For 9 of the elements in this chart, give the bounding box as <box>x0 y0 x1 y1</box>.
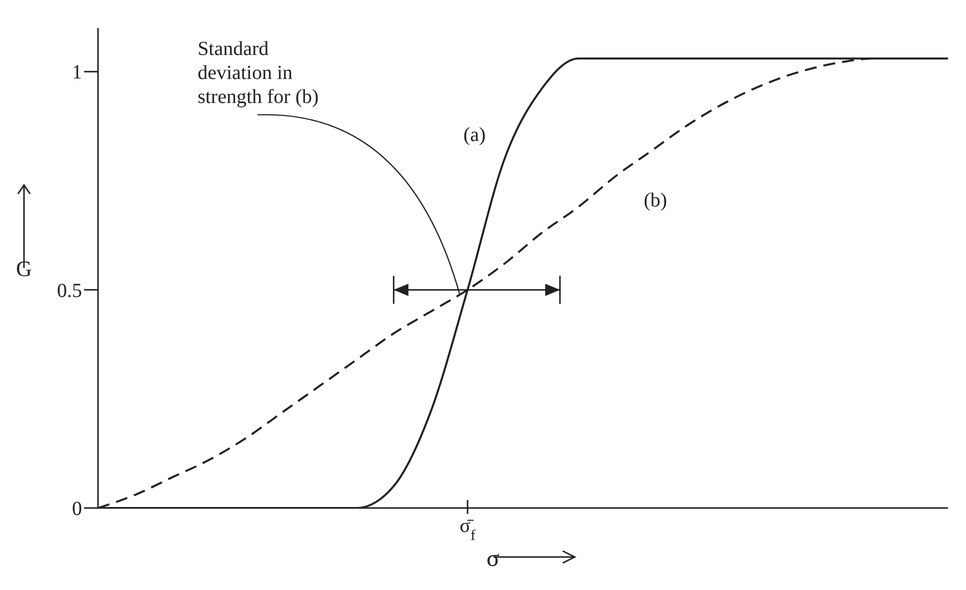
series-label: (a) <box>463 124 486 146</box>
y-axis-title: G <box>16 256 32 281</box>
series-label: (b) <box>644 189 668 212</box>
annotation: Standard deviation in strength for (b) <box>198 38 319 108</box>
x-tick-label: σ̄$_{f}$ <box>460 515 476 544</box>
y-tick-label: 0 <box>72 498 82 520</box>
y-tick-label: 1 <box>72 62 82 84</box>
x-axis-title: σ <box>486 546 500 572</box>
y-tick-label: 0.5 <box>57 280 82 302</box>
